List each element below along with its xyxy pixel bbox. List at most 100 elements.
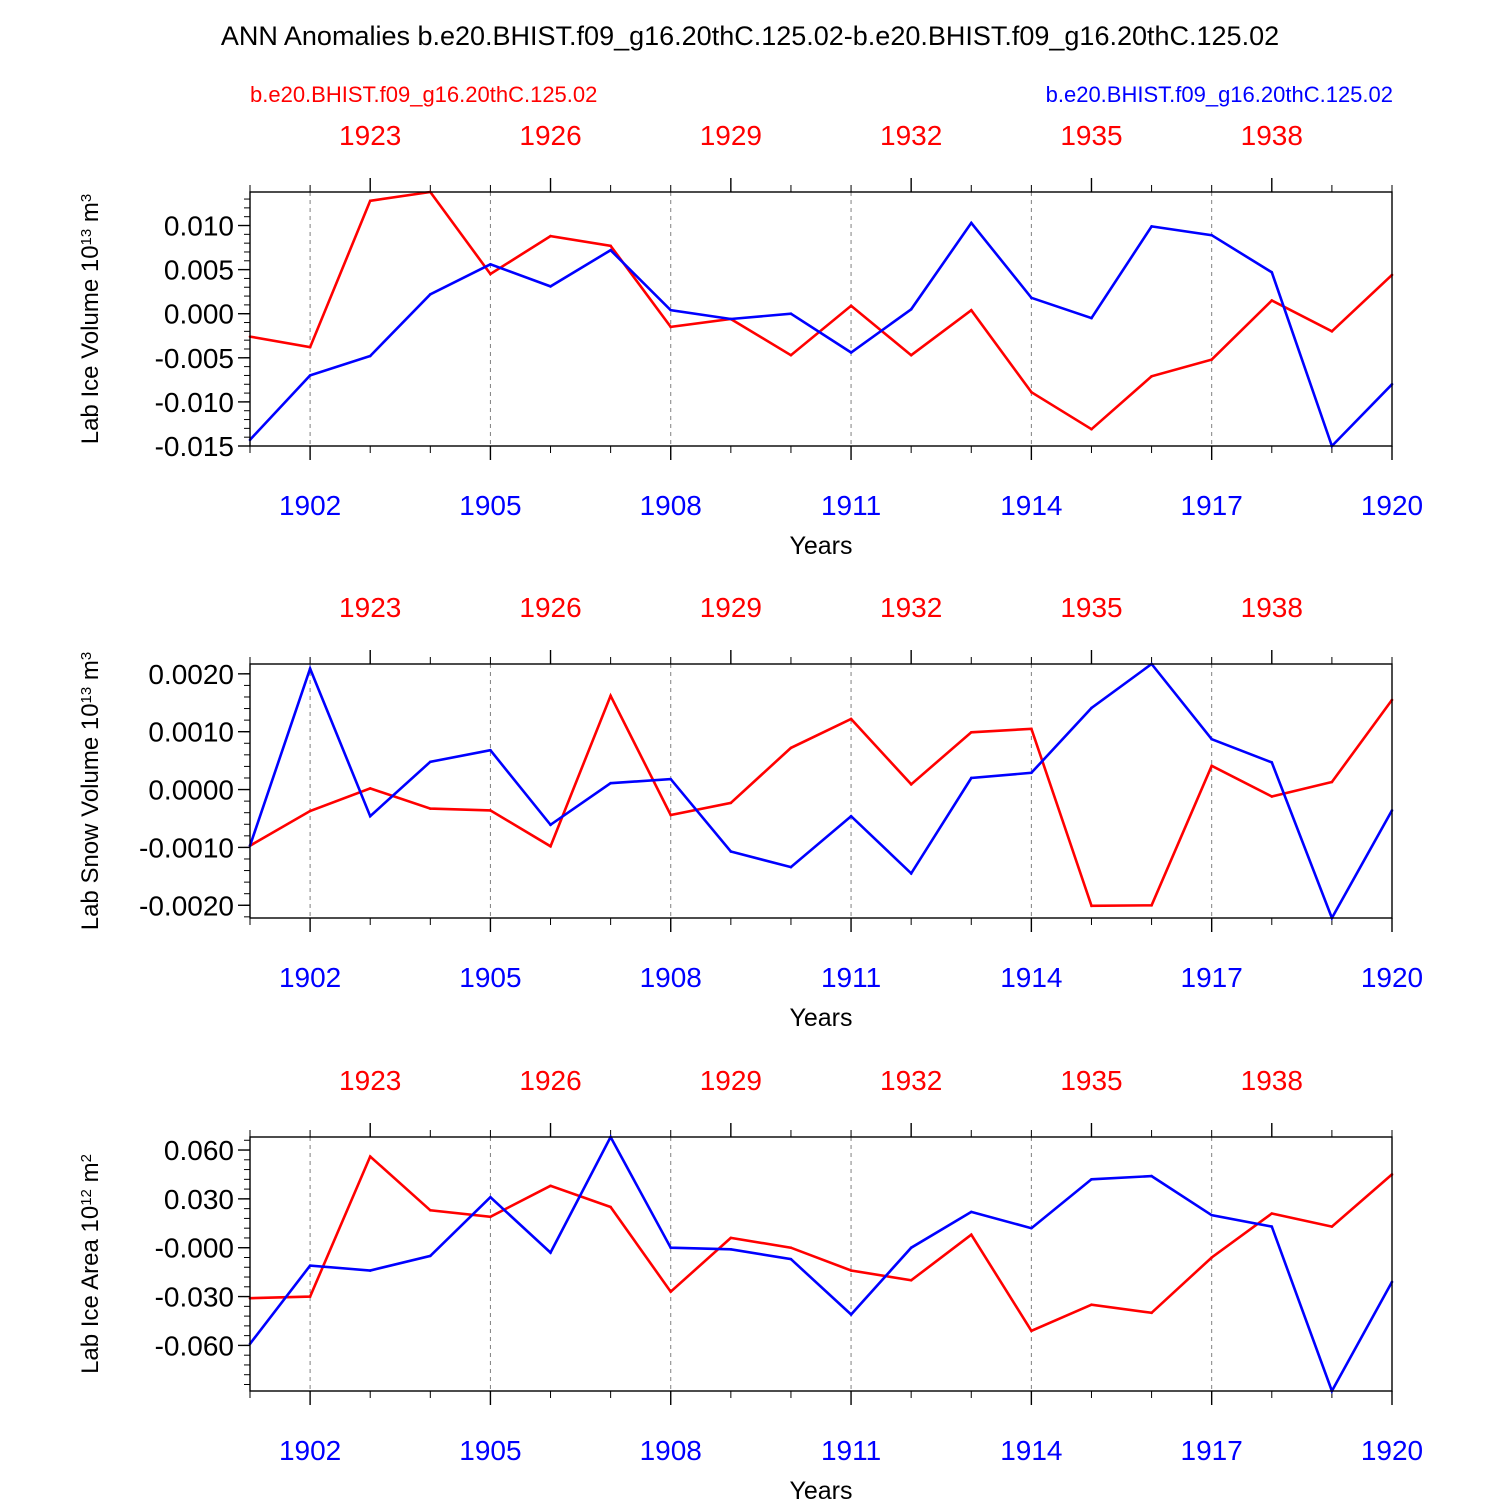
data-point-red — [489, 272, 492, 276]
data-point-red — [1210, 358, 1213, 361]
x-top-tick-label: 1926 — [519, 1065, 581, 1096]
data-point-blue — [849, 351, 853, 354]
data-point-blue — [549, 285, 552, 288]
data-point-red — [609, 244, 612, 248]
data-point-blue — [1270, 1225, 1274, 1228]
x-top-tick-label: 1932 — [880, 592, 942, 623]
data-point-blue — [969, 1210, 973, 1214]
data-point-red — [489, 1215, 492, 1219]
y-axis-label-yunit-exp: 13 — [78, 229, 95, 246]
legend-right-label: b.e20.BHIST.f09_g16.20thC.125.02 — [1046, 82, 1393, 107]
y-tick-label: 0.0020 — [148, 659, 234, 690]
data-point-red — [1090, 1303, 1093, 1307]
y-axis-label-yunit-base: 10 — [77, 1206, 104, 1233]
x-bottom-tick-label: 1911 — [821, 490, 881, 521]
figure-title: ANN Anomalies b.e20.BHIST.f09_g16.20thC.… — [221, 21, 1279, 51]
data-point-red — [849, 717, 853, 721]
data-point-blue — [368, 1269, 372, 1272]
x-bottom-tick-label: 1911 — [821, 1435, 881, 1466]
x-top-tick-label: 1923 — [339, 1065, 401, 1096]
x-top-tick-label: 1932 — [880, 1065, 942, 1096]
y-tick-label: 0.000 — [164, 299, 234, 330]
x-bottom-tick-label: 1908 — [640, 962, 702, 993]
data-point-red — [669, 813, 673, 817]
x-top-tick-label: 1929 — [700, 592, 762, 623]
x-axis-title: Years — [789, 1004, 852, 1032]
x-top-tick-label: 1932 — [880, 120, 942, 151]
data-point-red — [308, 1295, 312, 1298]
data-point-blue — [729, 317, 733, 321]
x-top-tick-label: 1923 — [339, 592, 401, 623]
data-point-red — [789, 746, 793, 750]
data-point-red — [549, 1184, 552, 1188]
y-axis-label-yunit-pow: 2 — [78, 1154, 95, 1162]
data-point-red — [789, 1246, 793, 1250]
data-point-red — [1270, 1212, 1274, 1215]
data-point-blue — [849, 814, 853, 818]
series-line-blue — [248, 662, 1394, 922]
data-point-red — [308, 345, 312, 349]
data-point-blue — [489, 1195, 492, 1199]
y-tick-label: -0.0010 — [139, 832, 234, 863]
y-tick-label: -0.015 — [155, 431, 234, 462]
data-point-red — [1090, 427, 1093, 431]
y-tick-label: -0.000 — [155, 1233, 234, 1264]
y-axis-label-yunit-exp: 12 — [78, 1189, 95, 1206]
data-point-blue — [1210, 233, 1213, 237]
data-point-blue — [308, 1264, 312, 1267]
x-bottom-tick-label: 1917 — [1181, 962, 1243, 993]
data-point-blue — [729, 850, 733, 853]
data-point-blue — [1210, 1213, 1213, 1217]
x-bottom-tick-label: 1914 — [1000, 962, 1062, 993]
y-axis-label-yunit-sym: m — [77, 202, 104, 229]
data-point-blue — [1030, 296, 1033, 300]
data-point-red — [909, 1278, 913, 1282]
data-point-blue — [1090, 1178, 1093, 1181]
data-point-red — [1030, 1329, 1033, 1333]
data-point-blue — [429, 293, 432, 296]
data-point-blue — [729, 1248, 733, 1251]
data-point-red — [1270, 795, 1274, 798]
data-point-red — [1150, 375, 1153, 378]
y-tick-label: 0.005 — [164, 255, 234, 286]
data-point-red — [368, 1155, 372, 1158]
x-bottom-tick-label: 1908 — [640, 490, 702, 521]
data-point-red — [1270, 299, 1274, 302]
data-point-blue — [1090, 706, 1093, 710]
data-point-red — [1330, 1225, 1334, 1228]
series-line-red — [249, 190, 1393, 431]
x-bottom-tick-label: 1914 — [1000, 490, 1062, 521]
data-point-blue — [609, 248, 612, 252]
x-bottom-tick-label: 1905 — [459, 490, 521, 521]
y-axis-label: Lab Ice Area 1012 m2 — [77, 1154, 104, 1374]
data-point-blue — [549, 1251, 552, 1254]
x-bottom-tick-label: 1902 — [279, 1435, 341, 1466]
x-bottom-tick-label: 1905 — [459, 1435, 521, 1466]
x-bottom-tick-label: 1908 — [640, 1435, 702, 1466]
data-point-red — [368, 199, 372, 203]
y-axis-label-ylabel: Lab Ice Volume — [77, 272, 104, 444]
data-point-blue — [368, 814, 372, 818]
x-top-tick-label: 1935 — [1060, 1065, 1122, 1096]
data-point-red — [1150, 903, 1153, 907]
y-axis-label: Lab Ice Volume 1013 m3 — [77, 194, 104, 445]
data-point-red — [669, 325, 673, 329]
x-bottom-tick-label: 1914 — [1000, 1435, 1062, 1466]
data-point-red — [1330, 330, 1334, 333]
data-point-blue — [308, 374, 312, 377]
data-point-red — [308, 809, 312, 813]
y-tick-label: 0.0010 — [148, 717, 234, 748]
data-point-blue — [489, 263, 492, 266]
series-line-red — [249, 692, 1394, 908]
data-point-blue — [1210, 737, 1213, 741]
data-point-red — [1210, 764, 1213, 768]
data-point-red — [549, 234, 552, 238]
data-point-blue — [669, 777, 673, 781]
y-tick-label: 0.030 — [164, 1184, 234, 1215]
legend-left-label: b.e20.BHIST.f09_g16.20thC.125.02 — [250, 82, 597, 107]
data-point-red — [909, 353, 913, 357]
data-point-blue — [1030, 1226, 1033, 1230]
series-line-blue — [248, 1134, 1394, 1395]
y-tick-label: 0.0000 — [148, 775, 234, 806]
x-top-tick-label: 1926 — [519, 120, 581, 151]
